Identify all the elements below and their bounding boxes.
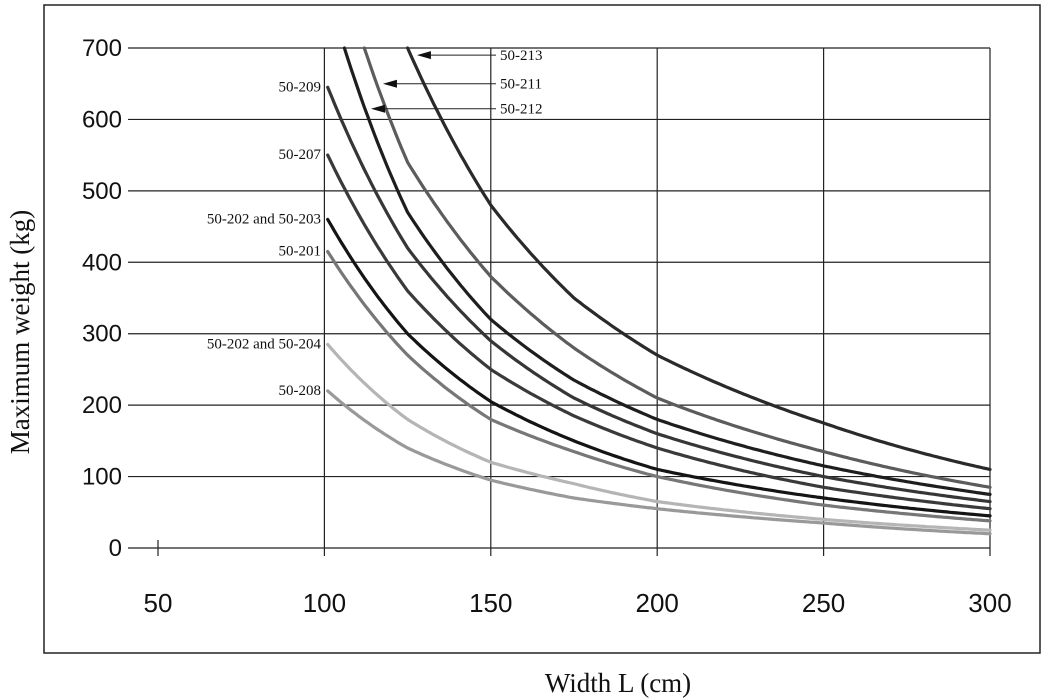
annotation-label-50-213: 50-213	[500, 48, 543, 64]
x-tick-label-200: 200	[636, 588, 679, 618]
y-axis-title: Maximum weight (kg)	[5, 210, 35, 454]
series-line-50-209	[326, 85, 992, 504]
series-line-50-211	[362, 46, 992, 489]
y-tick-label-700: 700	[82, 35, 122, 62]
series-line-50-212	[342, 46, 992, 496]
series-line-50-202-and-50-203	[326, 217, 992, 518]
y-tick-label-0: 0	[109, 535, 122, 562]
grid-layer	[128, 47, 991, 556]
series-line-50-207	[326, 153, 992, 511]
annotation-label-50-211: 50-211	[500, 77, 542, 93]
y-tick-label-100: 100	[82, 464, 122, 491]
annotation-layer: 50-213 50-211 50-212 50-209 50-207 50-202 and…	[207, 48, 543, 399]
annotation-label-50-209: 50-209	[279, 79, 322, 95]
x-tick-label-50: 50	[144, 588, 173, 618]
chart-frame	[43, 4, 1041, 654]
y-tick-label-600: 600	[82, 106, 122, 133]
x-axis-title: Width L (cm)	[545, 668, 691, 698]
annotation-label-50-208: 50-208	[279, 383, 322, 399]
y-tick-label-400: 400	[82, 249, 122, 276]
series-layer	[326, 46, 992, 536]
series-line-50-208	[326, 389, 992, 536]
x-tick-label-100: 100	[303, 588, 346, 618]
x-tick-label-300: 300	[968, 588, 1011, 618]
tick-layer: 0 100 200 300 400 500 600 700 50 100 150 200 250 300	[82, 35, 1012, 618]
y-tick-label-200: 200	[82, 392, 122, 419]
y-tick-label-500: 500	[82, 178, 122, 205]
annotation-arrowhead-50-212	[371, 104, 386, 113]
y-tick-label-300: 300	[82, 321, 122, 348]
annotation-label-50-202-and-50-203: 50-202 and 50-203	[207, 211, 321, 227]
annotation-label-50-201: 50-201	[279, 244, 322, 260]
x-tick-label-150: 150	[469, 588, 512, 618]
series-line-50-213	[406, 46, 992, 471]
x-tick-label-250: 250	[802, 588, 845, 618]
series-line-50-202-and-50-204	[326, 342, 992, 532]
annotation-label-50-212: 50-212	[500, 102, 543, 118]
annotation-label-50-207: 50-207	[279, 147, 322, 163]
annotation-arrowhead-50-213	[416, 51, 431, 60]
series-line-50-201	[326, 250, 992, 523]
annotation-label-50-202-and-50-204: 50-202 and 50-204	[207, 336, 322, 352]
annotation-arrowhead-50-211	[382, 79, 397, 88]
